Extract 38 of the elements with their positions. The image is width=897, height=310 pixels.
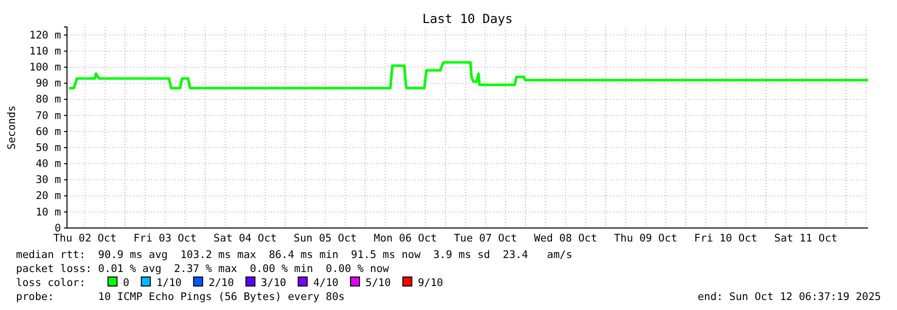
y-tick-label: 90 m [36, 78, 61, 90]
x-tick-label: Sat 04 Oct [214, 232, 277, 244]
y-tick-label: 120 m [29, 29, 61, 42]
y-tick-label: 20 m [36, 190, 61, 202]
y-tick-label: 30 m [36, 174, 61, 186]
text: probe: 10 ICMP Echo Pings (56 Bytes) every 80s [16, 291, 345, 303]
y-tick-label: 110 m [29, 45, 61, 58]
x-tick-label: Thu 09 Oct [614, 232, 678, 244]
x-tick-label: Fri 10 Oct [694, 232, 758, 244]
legend-label: 0 [123, 277, 130, 289]
text: median rtt: 90.9 ms avg 103.2 ms max 86.4 ms min 91.5 ms now 3.9 ms sd 23.4 am/s [16, 249, 572, 261]
y-tick-label: 10 m [36, 206, 61, 218]
chart-title: Last 10 Days [422, 11, 513, 26]
legend-label: 3/10 [260, 277, 286, 289]
y-tick-label: 60 m [36, 126, 61, 138]
legend-title: loss color: [16, 277, 86, 289]
x-tick-label: Thu 02 Oct [53, 232, 117, 244]
legend-label: 9/10 [418, 277, 444, 289]
x-tick-label: Wed 08 Oct [534, 232, 598, 244]
x-tick-label: Sat 11 Oct [774, 232, 838, 244]
text: end: Sun Oct 12 06:37:19 2025 [698, 291, 881, 303]
legend-label: 2/10 [208, 277, 234, 289]
x-tick-label: Mon 06 Oct [374, 232, 437, 244]
legend-label: 1/10 [156, 277, 182, 289]
y-tick-label: 100 m [29, 62, 61, 74]
y-tick-label: 40 m [36, 158, 61, 170]
x-tick-label: Fri 03 Oct [133, 232, 197, 244]
y-tick-label: 80 m [36, 94, 61, 106]
legend-label: 4/10 [313, 277, 339, 289]
y-tick-label: 70 m [36, 110, 61, 122]
y-axis-title: Seconds [6, 105, 18, 150]
y-tick-label: 0 [54, 222, 61, 234]
y-tick-label: 50 m [36, 142, 61, 154]
legend-label: 5/10 [366, 277, 391, 289]
text: packet loss: 0.01 % avg 2.37 % max 0.00 % min 0.00 % now [16, 263, 390, 275]
line-series [68, 61, 870, 90]
x-tick-label: Sun 05 Oct [294, 232, 357, 244]
x-tick-label: Tue 07 Oct [454, 232, 518, 244]
